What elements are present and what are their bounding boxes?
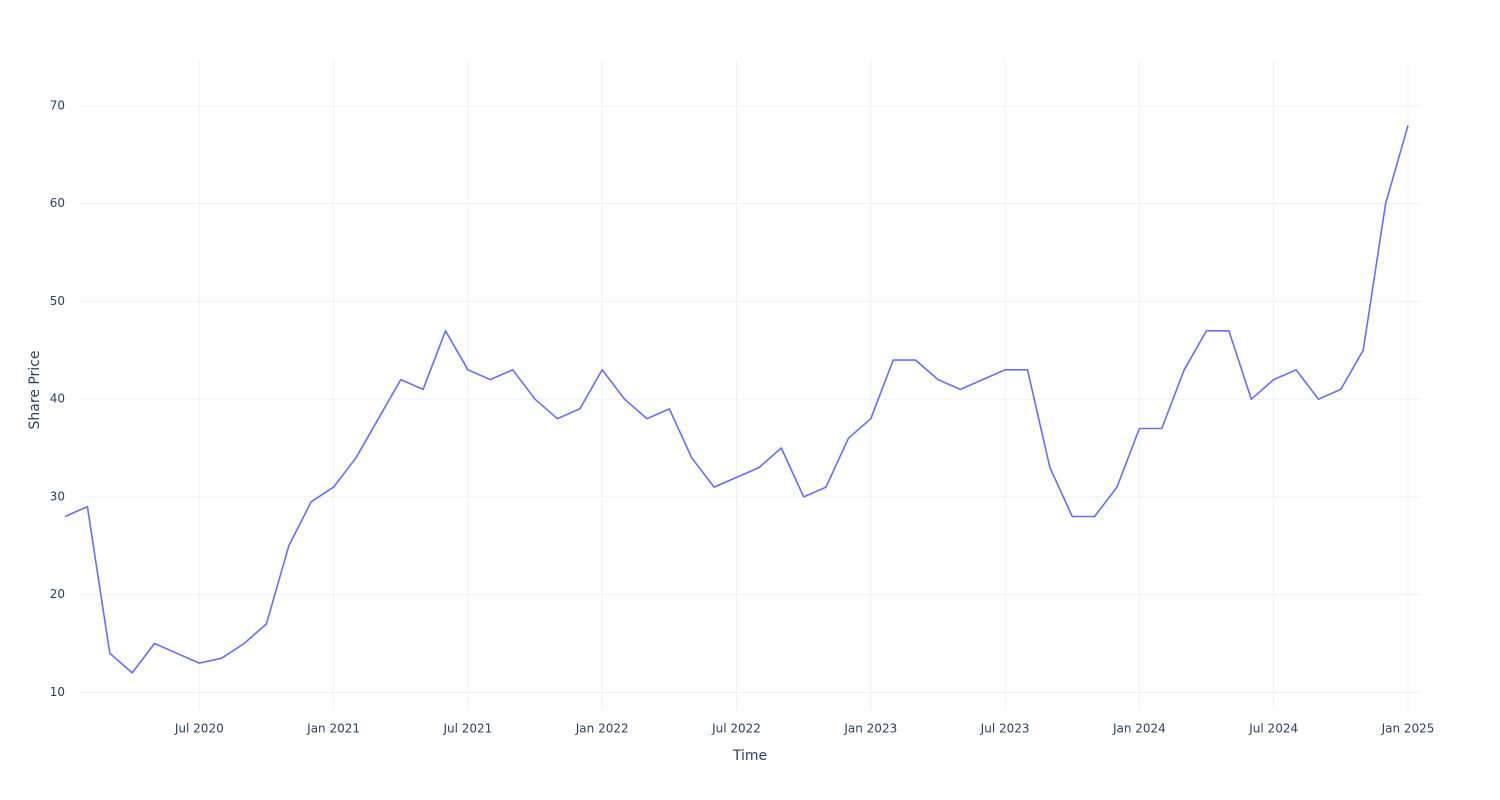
y-tick-label: 70	[50, 98, 65, 112]
x-axis-title: Time	[732, 748, 767, 764]
y-tick-label: 10	[50, 685, 65, 699]
x-tick-label: Jul 2023	[980, 722, 1030, 736]
x-tick-label: Jan 2021	[306, 722, 360, 736]
x-tick-label: Jan 2024	[1112, 722, 1166, 736]
y-axis-title: Share Price	[27, 350, 43, 429]
x-tick-label: Jul 2021	[442, 722, 492, 736]
y-tick-label: 40	[50, 392, 65, 406]
x-tick-label: Jan 2022	[575, 722, 629, 736]
x-tick-label: Jul 2020	[174, 722, 224, 736]
y-tick-label: 30	[50, 489, 65, 503]
x-tick-label: Jul 2024	[1248, 722, 1298, 736]
x-tick-label: Jan 2025	[1381, 722, 1435, 736]
y-tick-label: 60	[50, 196, 65, 210]
x-tick-label: Jul 2022	[711, 722, 761, 736]
y-tick-label: 50	[50, 294, 65, 308]
grid-layer	[80, 60, 1420, 710]
line-series	[64, 125, 1409, 674]
y-tick-label: 20	[50, 587, 65, 601]
x-tick-label: Jan 2023	[843, 722, 897, 736]
